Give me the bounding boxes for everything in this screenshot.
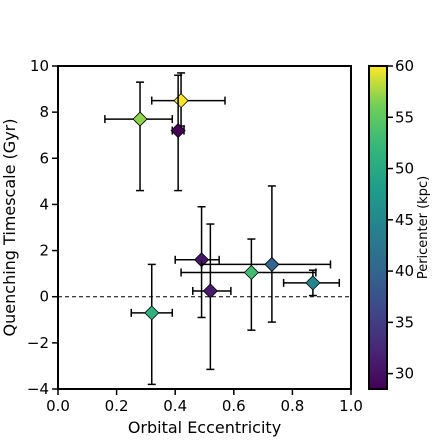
x-tick-label: 0.4: [163, 397, 187, 415]
colorbar: 30 35 40 45 50 55 60 Pericenter (kpc): [368, 57, 431, 390]
data-point: [170, 74, 186, 192]
colorbar-tick-label: 35: [395, 313, 414, 331]
y-tick-label: 2: [39, 242, 49, 260]
y-tick-label: 8: [39, 103, 49, 121]
data-point: [104, 81, 174, 192]
plot-frame: [57, 65, 352, 390]
colorbar-tick-label: 45: [395, 211, 414, 229]
x-axis: 0.0 0.2 0.4 0.6 0.8 1.0: [46, 389, 363, 415]
y-axis-label: Quenching Timescale (Gyr): [0, 119, 19, 337]
plot-area: [58, 72, 351, 386]
x-axis-label: Orbital Eccentricity: [128, 418, 281, 437]
diamond-marker: [170, 123, 186, 139]
y-tick-label: −4: [27, 380, 49, 398]
colorbar-tick-label: 40: [395, 262, 414, 280]
colorbar-tick-label: 60: [395, 57, 414, 75]
y-tick-label: 0: [39, 288, 49, 306]
diamond-marker: [202, 283, 218, 299]
diamond-marker: [243, 264, 259, 281]
diamond-marker: [264, 256, 280, 272]
colorbar-label: Pericenter (kpc): [416, 176, 431, 279]
diamond-marker: [132, 111, 148, 127]
y-tick-label: 10: [30, 57, 49, 75]
y-tick-label: −2: [27, 334, 49, 352]
x-tick-label: 0.6: [222, 397, 246, 415]
colorbar-tick-label: 50: [395, 160, 414, 178]
x-tick-label: 0.2: [105, 397, 129, 415]
diamond-marker: [144, 305, 160, 321]
x-tick-label: 1.0: [339, 397, 363, 415]
colorbar-tick-label: 55: [395, 108, 414, 126]
y-tick-label: 6: [39, 149, 49, 167]
y-tick-label: 4: [39, 195, 49, 213]
data-point: [200, 185, 332, 323]
x-tick-label: 0.0: [46, 397, 70, 415]
colorbar-gradient: [368, 65, 388, 390]
data-point: [192, 223, 232, 371]
data-point: [130, 263, 174, 386]
x-tick-label: 0.8: [280, 397, 304, 415]
colorbar-tick-label: 30: [395, 365, 414, 383]
diamond-marker: [305, 275, 321, 291]
diamond-marker: [173, 93, 189, 109]
data-point: [151, 72, 226, 127]
colorbar-ticks: 30 35 40 45 50 55 60: [387, 57, 414, 383]
y-axis: −4 −2 0 2 4 6 8 10: [27, 57, 58, 398]
data-point: [282, 269, 341, 297]
